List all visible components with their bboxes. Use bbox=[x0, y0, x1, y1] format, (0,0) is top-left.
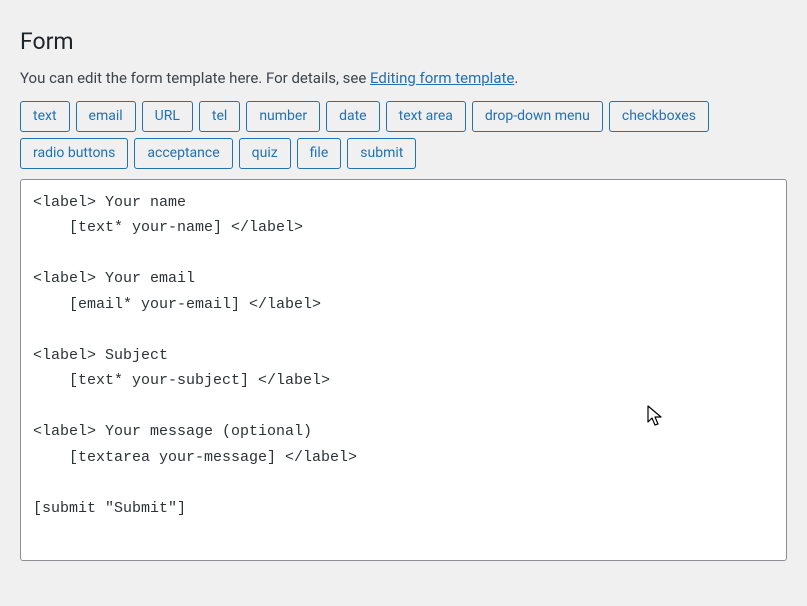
tag-btn-email[interactable]: email bbox=[76, 101, 136, 132]
tag-btn-number[interactable]: number bbox=[246, 101, 320, 132]
tag-btn-quiz[interactable]: quiz bbox=[239, 138, 291, 169]
form-template-textarea[interactable] bbox=[20, 179, 787, 561]
tag-btn-file[interactable]: file bbox=[297, 138, 342, 169]
tag-btn-text[interactable]: text bbox=[20, 101, 70, 132]
docs-link[interactable]: Editing form template bbox=[370, 69, 514, 87]
tag-btn-date[interactable]: date bbox=[326, 101, 380, 132]
panel-heading: Form bbox=[20, 28, 787, 55]
tag-btn-textarea[interactable]: text area bbox=[386, 101, 466, 132]
tag-btn-tel[interactable]: tel bbox=[199, 101, 240, 132]
panel-description: You can edit the form template here. For… bbox=[20, 69, 787, 87]
tag-row-1: text email URL tel number date text area… bbox=[20, 101, 787, 132]
tag-row-2: radio buttons acceptance quiz file submi… bbox=[20, 138, 787, 169]
description-suffix: . bbox=[514, 69, 518, 87]
tag-btn-submit[interactable]: submit bbox=[347, 138, 416, 169]
tag-btn-dropdown[interactable]: drop-down menu bbox=[472, 101, 603, 132]
tag-btn-acceptance[interactable]: acceptance bbox=[134, 138, 232, 169]
form-panel: Form You can edit the form template here… bbox=[0, 0, 807, 565]
tag-generator-buttons: text email URL tel number date text area… bbox=[20, 101, 787, 169]
tag-btn-checkboxes[interactable]: checkboxes bbox=[609, 101, 709, 132]
description-prefix: You can edit the form template here. For… bbox=[20, 69, 370, 87]
tag-btn-radio[interactable]: radio buttons bbox=[20, 138, 128, 169]
tag-btn-url[interactable]: URL bbox=[142, 101, 193, 132]
